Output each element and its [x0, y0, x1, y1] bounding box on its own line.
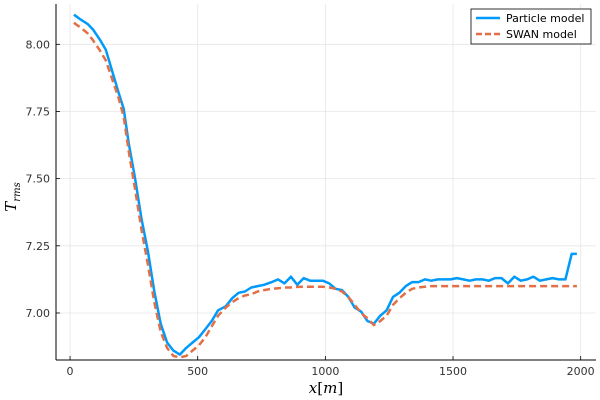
legend-box: [470, 8, 592, 45]
legend-label-swan: SWAN model: [506, 28, 577, 41]
series-layer: [73, 13, 577, 359]
y-tick-label: 8.00: [26, 38, 51, 51]
y-tick-labels: 7.00 7.25 7.50 7.75 8.00: [26, 38, 60, 320]
series-line-swan-model: [73, 21, 577, 359]
legend: Particle model SWAN model: [470, 8, 592, 45]
y-tick-label: 7.50: [26, 173, 51, 186]
axes: [55, 4, 596, 361]
x-tick-label: 2000: [567, 365, 595, 378]
x-tick-labels: 0 500 1000 1500 2000: [67, 356, 595, 378]
legend-label-particle: Particle model: [506, 12, 584, 25]
x-tick-label: 1000: [311, 365, 339, 378]
x-tick-label: 0: [67, 365, 74, 378]
x-tick-label: 500: [187, 365, 208, 378]
x-tick-label: 1500: [439, 365, 467, 378]
series-line-particle-model: [73, 13, 577, 356]
y-tick-label: 7.25: [26, 240, 51, 253]
y-tick-label: 7.75: [26, 105, 51, 118]
x-axis-label: x[m]: [309, 379, 343, 397]
y-tick-label: 7.00: [26, 307, 51, 320]
y-axis-label: Trms: [2, 182, 23, 211]
